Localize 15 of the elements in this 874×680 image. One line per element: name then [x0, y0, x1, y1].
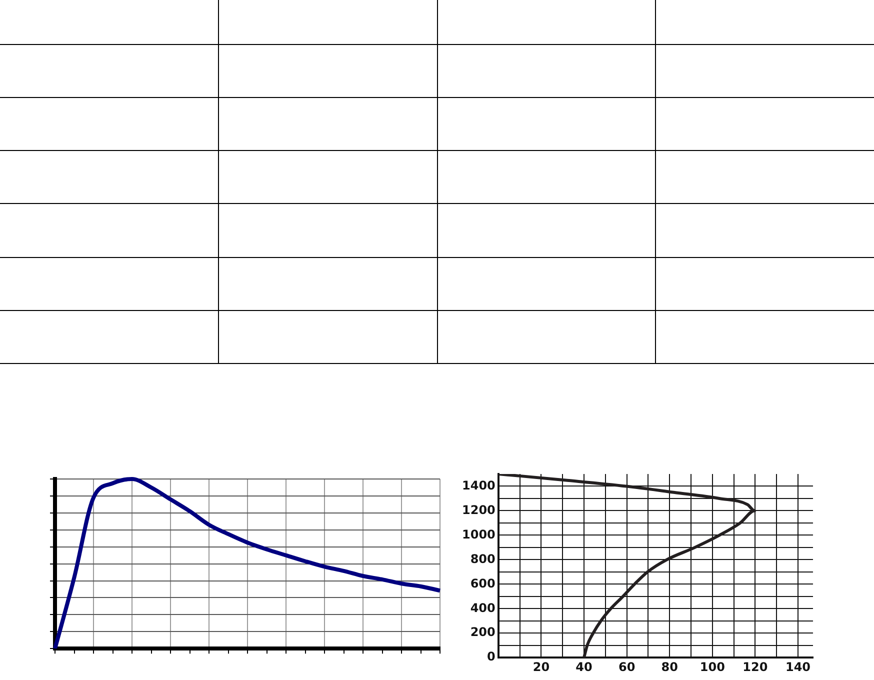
y-tick-label: 200 [470, 625, 496, 640]
y-tick-label: 1200 [462, 502, 496, 517]
y-tick-label: 400 [470, 600, 496, 615]
x-tick-label: 120 [742, 660, 768, 674]
x-tick-label: 20 [532, 660, 550, 674]
y-tick-label: 0 [487, 650, 496, 664]
y-tick-label: 1400 [462, 478, 496, 492]
x-tick-label: 80 [661, 660, 678, 674]
x-tick-label: 140 [785, 660, 811, 674]
y-tick-label: 600 [470, 576, 496, 590]
y-tick-label: 1000 [462, 527, 496, 542]
y-tick-label: 800 [470, 552, 496, 566]
x-tick-label: 100 [700, 660, 725, 674]
x-tick-label: 60 [618, 660, 636, 674]
x-tick-label: 40 [576, 660, 592, 674]
